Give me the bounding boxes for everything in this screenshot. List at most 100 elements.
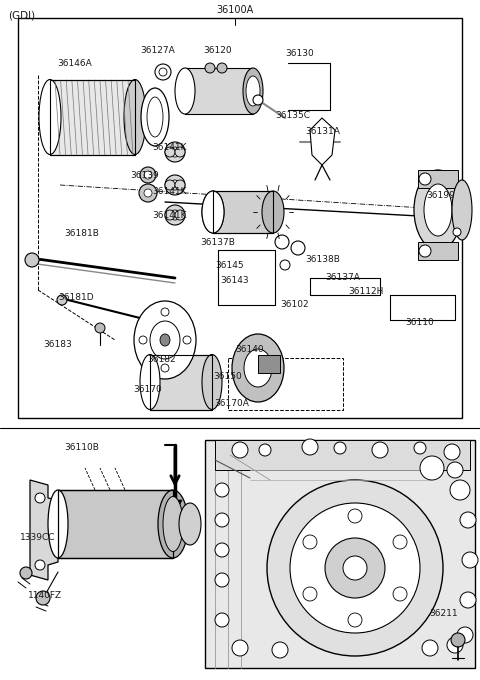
Circle shape — [140, 167, 156, 183]
Ellipse shape — [140, 354, 160, 409]
Circle shape — [165, 210, 175, 220]
Ellipse shape — [134, 301, 196, 379]
Circle shape — [275, 235, 289, 249]
Circle shape — [215, 543, 229, 557]
Text: 36127A: 36127A — [141, 46, 175, 55]
Bar — [213, 191, 273, 233]
Circle shape — [20, 567, 32, 579]
Circle shape — [348, 613, 362, 627]
Circle shape — [170, 147, 180, 157]
Circle shape — [161, 364, 169, 372]
Circle shape — [139, 184, 157, 202]
Ellipse shape — [141, 88, 169, 146]
Circle shape — [139, 336, 147, 344]
Ellipse shape — [175, 68, 195, 114]
Text: 36112H: 36112H — [348, 288, 384, 296]
Circle shape — [165, 175, 185, 195]
Circle shape — [272, 642, 288, 658]
Circle shape — [393, 587, 407, 601]
Circle shape — [372, 442, 388, 458]
Circle shape — [280, 260, 290, 270]
Circle shape — [215, 613, 229, 627]
Circle shape — [144, 171, 152, 179]
Bar — [418, 170, 458, 188]
Circle shape — [348, 509, 362, 523]
Text: 36140: 36140 — [236, 345, 264, 354]
Circle shape — [291, 241, 305, 255]
Text: 36110: 36110 — [406, 318, 434, 327]
Polygon shape — [168, 500, 182, 515]
Circle shape — [393, 535, 407, 549]
Circle shape — [334, 442, 346, 454]
Text: 36100A: 36100A — [216, 5, 253, 15]
Text: 36139: 36139 — [130, 171, 159, 180]
Circle shape — [325, 538, 385, 598]
Ellipse shape — [179, 503, 201, 545]
Ellipse shape — [158, 490, 188, 558]
Circle shape — [205, 63, 215, 73]
Circle shape — [447, 462, 463, 478]
Text: 36110B: 36110B — [65, 443, 99, 452]
Bar — [58, 490, 173, 558]
Circle shape — [343, 556, 367, 580]
Text: 36150: 36150 — [214, 372, 242, 381]
Circle shape — [253, 95, 263, 105]
Ellipse shape — [246, 76, 260, 106]
Circle shape — [303, 587, 317, 601]
Circle shape — [165, 142, 185, 162]
Circle shape — [450, 480, 470, 500]
Circle shape — [419, 245, 431, 257]
Ellipse shape — [452, 180, 472, 240]
Circle shape — [215, 513, 229, 527]
Text: 36199: 36199 — [426, 190, 455, 199]
Circle shape — [453, 228, 461, 236]
Circle shape — [57, 295, 67, 305]
Circle shape — [175, 147, 185, 157]
Ellipse shape — [244, 349, 272, 387]
Circle shape — [232, 442, 248, 458]
Text: 36181D: 36181D — [58, 294, 94, 303]
Ellipse shape — [48, 490, 68, 558]
Circle shape — [155, 64, 171, 80]
Circle shape — [460, 592, 476, 608]
Circle shape — [165, 180, 175, 190]
Circle shape — [414, 442, 426, 454]
Ellipse shape — [202, 191, 224, 233]
Circle shape — [170, 210, 180, 220]
Text: 36138B: 36138B — [305, 256, 340, 265]
Text: 36141K: 36141K — [152, 143, 187, 152]
Ellipse shape — [150, 321, 180, 359]
Circle shape — [159, 68, 167, 76]
Circle shape — [447, 637, 463, 653]
Circle shape — [215, 573, 229, 587]
Bar — [150, 355, 212, 410]
Text: 36181B: 36181B — [65, 229, 99, 238]
Circle shape — [303, 535, 317, 549]
Text: 36131A: 36131A — [305, 128, 340, 137]
Bar — [150, 355, 212, 410]
Circle shape — [290, 503, 420, 633]
Ellipse shape — [232, 334, 284, 402]
Circle shape — [460, 512, 476, 528]
Ellipse shape — [424, 184, 452, 236]
Bar — [185, 68, 253, 114]
Circle shape — [462, 552, 478, 568]
Bar — [215, 440, 470, 470]
Text: 1140FZ: 1140FZ — [28, 591, 62, 600]
Circle shape — [232, 640, 248, 656]
Text: 1339CC: 1339CC — [20, 533, 56, 542]
Text: 36146A: 36146A — [58, 59, 92, 68]
Text: 36170A: 36170A — [215, 399, 250, 408]
Circle shape — [95, 323, 105, 333]
Circle shape — [35, 493, 45, 503]
Bar — [228, 358, 343, 410]
Ellipse shape — [124, 80, 146, 154]
Ellipse shape — [147, 97, 163, 137]
Circle shape — [36, 591, 50, 605]
Circle shape — [183, 336, 191, 344]
Text: 36170: 36170 — [133, 385, 162, 394]
Text: 36141K: 36141K — [152, 211, 187, 220]
Ellipse shape — [160, 334, 170, 346]
Text: 36182: 36182 — [148, 355, 176, 364]
Text: 36211: 36211 — [430, 609, 458, 618]
